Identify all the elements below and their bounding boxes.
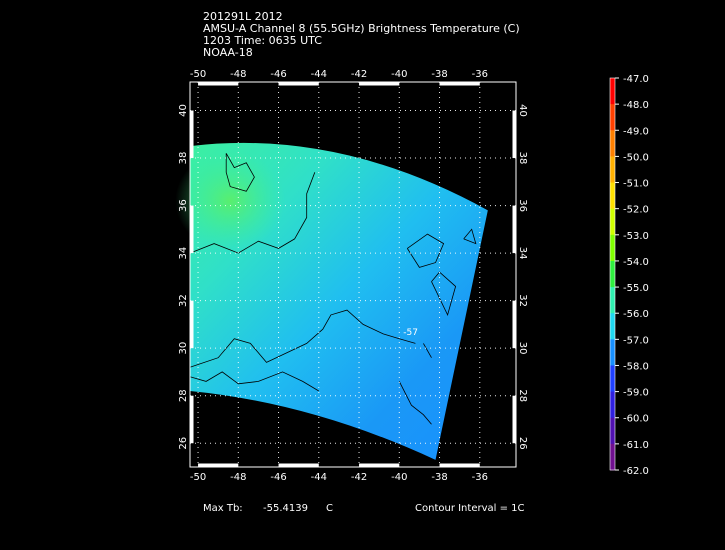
y-tick-label-left: 36 <box>178 199 189 212</box>
colorbar-label: -47.0 <box>623 74 649 85</box>
x-tick-label-bottom: -36 <box>472 472 488 483</box>
y-tick-label-right: 36 <box>517 199 528 212</box>
y-tick-label-left: 38 <box>178 152 189 165</box>
colorbar-frame <box>609 77 616 471</box>
colorbar-swatch <box>610 417 615 445</box>
contour-line-1 <box>225 153 255 192</box>
x-tick-label-top: -36 <box>472 69 488 80</box>
colorbar-label: -62.0 <box>623 466 649 477</box>
y-tick-label-right: 30 <box>517 342 528 355</box>
x-tick-label-bottom: -38 <box>431 472 447 483</box>
colorbar-swatch <box>610 130 615 157</box>
x-tick-label-top: -38 <box>431 69 447 80</box>
colorbar-label: -49.0 <box>623 126 649 137</box>
contour-line-3 <box>189 371 320 392</box>
y-tick-label-right: 40 <box>517 104 528 117</box>
colorbar-swatch <box>610 365 615 393</box>
colorbar-label: -50.0 <box>623 152 649 163</box>
x-tick-label-bottom: -40 <box>391 472 407 483</box>
colorbar: -47.0 -48.0 -49.0 -50.0 -51.0 -52.0 -53.0 -54.0… <box>609 74 649 477</box>
y-tick-label-right: 38 <box>517 152 528 165</box>
plot-frame <box>189 81 517 468</box>
x-tick-label-top: -40 <box>391 69 407 80</box>
max-tb-unit: C <box>326 503 333 514</box>
x-tick-label-bottom: -50 <box>190 472 206 483</box>
colorbar-label: -55.0 <box>623 283 649 294</box>
colorbar-label: -56.0 <box>623 309 649 320</box>
contour-line-2 <box>189 309 416 368</box>
x-tick-label-bottom: -42 <box>351 472 367 483</box>
x-tick-label-bottom: -46 <box>270 472 286 483</box>
x-tick-label-bottom: -44 <box>311 472 327 483</box>
y-tick-label-left: 34 <box>178 247 189 260</box>
chart-title-line1: 201291L 2012 <box>203 10 283 23</box>
colorbar-label: -54.0 <box>623 257 649 268</box>
y-tick-label-left: 32 <box>178 294 189 307</box>
colorbar-swatch <box>610 104 615 131</box>
contour-interval: Contour Interval = 1C <box>415 503 525 514</box>
colorbar-swatch <box>610 182 615 210</box>
colorbar-label: -48.0 <box>623 100 649 111</box>
colorbar-swatch <box>610 287 615 314</box>
colorbar-swatch <box>610 339 615 366</box>
contour-line-0 <box>189 172 316 254</box>
colorbar-swatch <box>610 313 615 340</box>
y-tick-label-right: 34 <box>517 247 528 260</box>
chart-title-line4: NOAA-18 <box>203 46 253 59</box>
y-tick-label-right: 26 <box>517 437 528 450</box>
x-tick-label-top: -42 <box>351 69 367 80</box>
chart-title-line3: 1203 Time: 0635 UTC <box>203 34 322 47</box>
warm-region <box>175 150 286 251</box>
colorbar-label: -51.0 <box>623 179 649 190</box>
y-tick-label-right: 32 <box>517 294 528 307</box>
colorbar-swatch <box>610 208 615 236</box>
x-tick-label-top: -48 <box>230 69 246 80</box>
y-tick-label-left: 40 <box>178 104 189 117</box>
colorbar-swatch <box>610 156 615 184</box>
colorbar-label: -61.0 <box>623 440 649 451</box>
y-tick-label-left: 30 <box>178 342 189 355</box>
contour-line-8 <box>423 343 432 358</box>
contour-label: -57 <box>403 328 418 338</box>
colorbar-swatch <box>610 234 615 262</box>
x-tick-label-top: -44 <box>311 69 327 80</box>
x-tick-label-top: -50 <box>190 69 206 80</box>
max-tb-label: Max Tb: <box>203 503 243 514</box>
x-tick-label-top: -46 <box>270 69 286 80</box>
colorbar-swatch <box>610 78 615 105</box>
colorbar-label: -53.0 <box>623 231 649 242</box>
colorbar-label: -59.0 <box>623 388 649 399</box>
y-tick-label-right: 28 <box>517 389 528 402</box>
colorbar-label: -58.0 <box>623 361 649 372</box>
colorbar-label: -57.0 <box>623 335 649 346</box>
contour-line-7 <box>398 381 432 425</box>
contour-line-4 <box>406 233 445 268</box>
colorbar-label: -60.0 <box>623 414 649 425</box>
chart-title-line2: AMSU-A Channel 8 (55.5GHz) Brightness Te… <box>203 22 520 35</box>
y-tick-label-left: 26 <box>178 437 189 450</box>
colorbar-label: -52.0 <box>623 205 649 216</box>
y-tick-label-left: 28 <box>178 389 189 402</box>
colorbar-swatch <box>610 260 615 288</box>
contour-line-6 <box>431 271 457 317</box>
x-tick-label-bottom: -48 <box>230 472 246 483</box>
colorbar-swatch <box>610 443 615 471</box>
contour-line-5 <box>463 228 477 245</box>
colorbar-swatch <box>610 391 615 419</box>
max-tb-value: -55.4139 <box>263 503 308 514</box>
